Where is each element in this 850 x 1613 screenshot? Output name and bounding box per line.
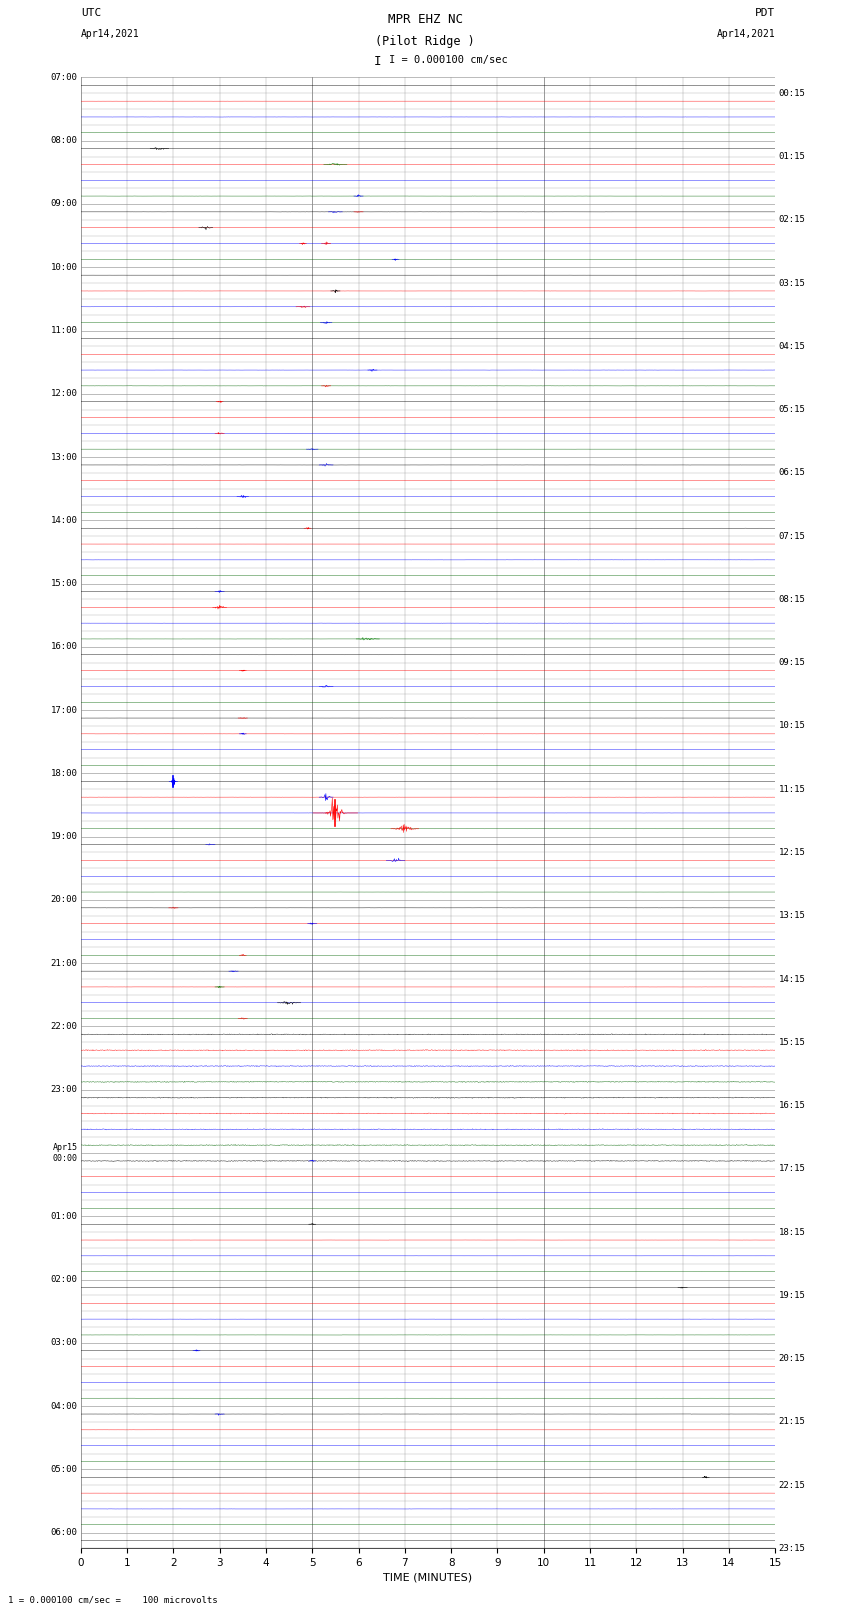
Text: MPR EHZ NC: MPR EHZ NC xyxy=(388,13,462,26)
Text: Apr15
00:00: Apr15 00:00 xyxy=(53,1144,77,1163)
Text: 02:00: 02:00 xyxy=(50,1276,77,1284)
Text: 04:15: 04:15 xyxy=(779,342,806,350)
Text: 18:15: 18:15 xyxy=(779,1227,806,1237)
Text: 08:15: 08:15 xyxy=(779,595,806,603)
Text: 06:15: 06:15 xyxy=(779,468,806,477)
Text: Apr14,2021: Apr14,2021 xyxy=(717,29,775,39)
Text: PDT: PDT xyxy=(755,8,775,18)
Text: 04:00: 04:00 xyxy=(50,1402,77,1411)
Text: 23:00: 23:00 xyxy=(50,1086,77,1094)
Text: 13:00: 13:00 xyxy=(50,453,77,461)
Text: 15:00: 15:00 xyxy=(50,579,77,589)
Text: 16:15: 16:15 xyxy=(779,1102,806,1110)
Text: 20:15: 20:15 xyxy=(779,1355,806,1363)
Text: 15:15: 15:15 xyxy=(779,1037,806,1047)
Text: 21:00: 21:00 xyxy=(50,958,77,968)
Text: 14:15: 14:15 xyxy=(779,974,806,984)
Text: 10:00: 10:00 xyxy=(50,263,77,271)
Text: 06:00: 06:00 xyxy=(50,1528,77,1537)
Text: 1 = 0.000100 cm/sec =    100 microvolts: 1 = 0.000100 cm/sec = 100 microvolts xyxy=(8,1595,218,1605)
Text: 12:15: 12:15 xyxy=(779,848,806,857)
Text: 22:00: 22:00 xyxy=(50,1023,77,1031)
Text: 07:00: 07:00 xyxy=(50,73,77,82)
Text: I = 0.000100 cm/sec: I = 0.000100 cm/sec xyxy=(389,55,508,65)
Text: 13:15: 13:15 xyxy=(779,911,806,921)
X-axis label: TIME (MINUTES): TIME (MINUTES) xyxy=(383,1573,473,1582)
Text: 07:15: 07:15 xyxy=(779,532,806,540)
Text: 01:00: 01:00 xyxy=(50,1211,77,1221)
Text: 01:15: 01:15 xyxy=(779,152,806,161)
Text: 17:15: 17:15 xyxy=(779,1165,806,1173)
Text: 09:00: 09:00 xyxy=(50,200,77,208)
Text: 16:00: 16:00 xyxy=(50,642,77,652)
Text: 05:15: 05:15 xyxy=(779,405,806,415)
Text: 22:15: 22:15 xyxy=(779,1481,806,1490)
Text: 02:15: 02:15 xyxy=(779,215,806,224)
Text: 19:15: 19:15 xyxy=(779,1290,806,1300)
Text: 20:00: 20:00 xyxy=(50,895,77,905)
Text: 12:00: 12:00 xyxy=(50,389,77,398)
Text: 03:15: 03:15 xyxy=(779,279,806,287)
Text: 17:00: 17:00 xyxy=(50,705,77,715)
Text: UTC: UTC xyxy=(81,8,101,18)
Text: (Pilot Ridge ): (Pilot Ridge ) xyxy=(375,35,475,48)
Text: 23:15: 23:15 xyxy=(779,1544,806,1553)
Text: 10:15: 10:15 xyxy=(779,721,806,731)
Text: 08:00: 08:00 xyxy=(50,135,77,145)
Text: 18:00: 18:00 xyxy=(50,769,77,777)
Text: 09:15: 09:15 xyxy=(779,658,806,668)
Text: 00:15: 00:15 xyxy=(779,89,806,98)
Text: 11:00: 11:00 xyxy=(50,326,77,336)
Text: 05:00: 05:00 xyxy=(50,1465,77,1474)
Text: Apr14,2021: Apr14,2021 xyxy=(81,29,139,39)
Text: 21:15: 21:15 xyxy=(779,1418,806,1426)
Text: 03:00: 03:00 xyxy=(50,1339,77,1347)
Text: 14:00: 14:00 xyxy=(50,516,77,524)
Text: I: I xyxy=(374,55,382,68)
Text: 11:15: 11:15 xyxy=(779,786,806,794)
Text: 19:00: 19:00 xyxy=(50,832,77,840)
